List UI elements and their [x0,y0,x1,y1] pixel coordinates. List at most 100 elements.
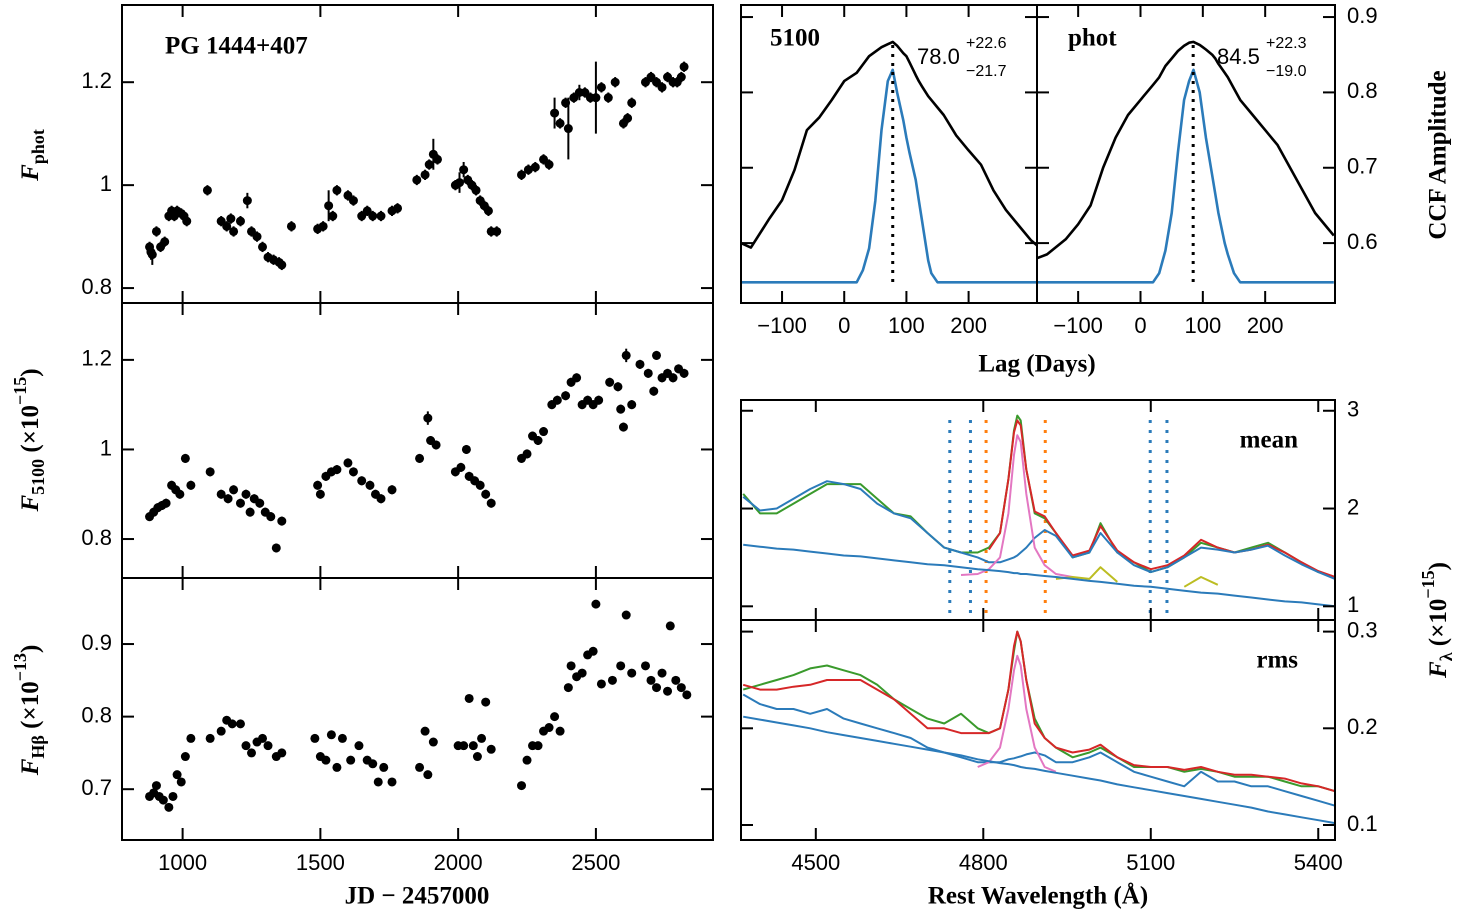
x-axis-label: Lag (Days) [978,351,1095,378]
label-subscript: phot [28,129,48,164]
data-point [310,733,320,743]
y-tick-label: 0.6 [1347,229,1378,254]
y-tick-label: 0.8 [81,525,112,550]
x-tick-label: −100 [757,313,807,338]
data-point [324,201,334,211]
data-point [464,693,474,703]
data-point [318,221,328,231]
data-point [616,661,626,671]
y-axis-label: Fλ (×10−15) [1418,562,1456,679]
data-point [226,214,236,224]
lag-error-plus: +22.3 [1266,35,1307,52]
data-point [539,427,549,437]
data-point [471,185,481,195]
data-point [271,543,281,553]
data-point [621,610,631,620]
data-point [517,170,527,180]
label-exponent: −15 [10,377,30,405]
y-axis-label: FHβ (×10−13) [10,645,48,777]
x-tick-label: 200 [1247,313,1284,338]
data-point [635,359,645,369]
data-point [245,507,255,517]
data-point [147,250,157,260]
data-point [646,675,656,685]
label-close: ) [17,645,44,653]
data-point [216,489,226,499]
data-point [277,516,287,526]
lag-value: 84.5 [1217,44,1260,69]
panel-frame [121,302,714,579]
data-point [665,621,675,631]
data-point [676,683,686,693]
lag-error-minus: −19.0 [1266,63,1307,80]
x-tick-label: 2500 [571,850,620,875]
data-point [621,350,631,360]
data-point [588,646,598,656]
data-point [552,395,562,405]
x-axis-label: JD − 2457000 [345,883,490,910]
data-point [533,436,543,445]
data-point [483,206,493,216]
data-point [241,741,251,751]
data-point [235,498,245,508]
data-point [313,480,323,490]
panel-label: 5100 [770,25,820,52]
data-point [202,185,212,195]
data-point [486,498,496,508]
data-point [522,755,532,765]
series-line [741,68,1037,284]
data-point [343,458,353,468]
data-point [393,203,403,213]
data-point [459,741,469,751]
x-tick-label: 0 [1134,313,1146,338]
data-point [151,226,161,236]
data-point [158,795,168,805]
series-line [742,480,1336,580]
data-point [258,242,268,252]
lag-value: 78.0 [917,44,960,69]
data-point [277,260,287,270]
data-point [348,196,358,206]
y-tick-label: 1.2 [81,68,112,93]
data-point [550,108,560,118]
x-tick-label: 4500 [791,850,840,875]
data-point [348,467,358,477]
x-tick-label: 2000 [434,850,483,875]
data-point [337,733,347,743]
data-point [605,377,615,387]
y-tick-label: 0.2 [1347,714,1378,739]
chart-title: PG 1444+407 [165,33,308,60]
data-point [623,113,633,123]
data-point [164,802,174,812]
data-point [431,440,441,450]
data-point [357,476,367,486]
data-point [461,444,471,454]
series-line [742,693,1336,807]
series-line [743,543,1336,608]
data-point [530,162,540,172]
x-tick-label: 100 [1184,313,1221,338]
label-unit: (×10 [17,405,44,459]
data-point [481,697,491,707]
data-point [627,668,637,678]
data-point [652,683,662,693]
data-point [368,759,378,769]
data-point [591,599,601,609]
data-point [577,668,587,678]
y-tick-label: 0.7 [81,775,112,800]
y-tick-label: 1 [1347,592,1359,617]
data-point [486,744,496,754]
label-symbol: F [17,495,44,513]
data-point [252,232,262,242]
data-point [415,453,425,463]
data-point [412,175,422,185]
panel-label: rms [1256,647,1298,674]
x-tick-label: 5400 [1294,850,1343,875]
data-point [160,237,170,247]
data-point [671,675,681,685]
data-point [241,489,251,499]
label-subscript: Hβ [28,735,48,758]
data-point [676,72,686,82]
data-point [266,512,276,522]
data-point [326,730,336,740]
